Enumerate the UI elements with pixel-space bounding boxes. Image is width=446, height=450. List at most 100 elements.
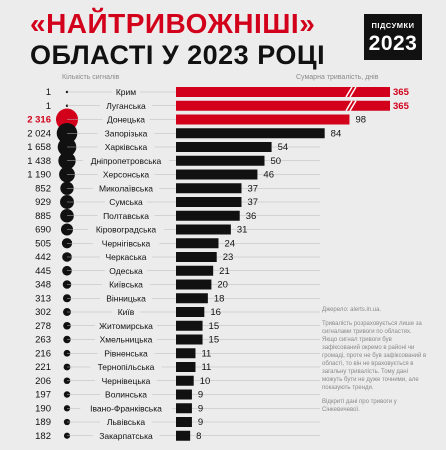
- signal-count-label: 1: [46, 87, 51, 98]
- duration-bar: [176, 238, 219, 249]
- region-name-label: Тернопільська: [98, 362, 155, 372]
- duration-bar: [176, 252, 217, 262]
- axis-break-mark: [349, 100, 357, 112]
- region-label-bg: [102, 114, 150, 125]
- duration-value-label: 84: [331, 128, 342, 139]
- duration-bar: [176, 279, 212, 290]
- duration-bar: [176, 320, 203, 331]
- region-label-bg: [104, 197, 148, 207]
- region-label-bg: [99, 417, 153, 427]
- duration-value-label: 9: [198, 417, 203, 428]
- title-line-1: «НАЙТРИВОЖНІШІ»: [30, 8, 316, 39]
- duration-bar: [176, 417, 192, 427]
- duration-value-label: 15: [209, 335, 220, 346]
- region-name-label: Закарпатська: [99, 431, 153, 441]
- axis-break-mark: [345, 100, 353, 112]
- duration-bar: [176, 210, 240, 221]
- region-label-bg: [112, 87, 140, 97]
- signal-count-label: 1 658: [27, 142, 51, 153]
- region-label-bg: [95, 320, 157, 331]
- region-label-bg: [112, 307, 140, 317]
- duration-value-label: 37: [247, 197, 258, 208]
- duration-value-label: 9: [198, 403, 203, 414]
- region-name-label: Волинська: [105, 390, 147, 400]
- duration-bar: [176, 169, 258, 180]
- duration-bar: [176, 403, 192, 414]
- region-label-bg: [95, 375, 157, 386]
- duration-value-label: 365: [393, 101, 410, 112]
- signal-count-label: 1: [46, 101, 51, 112]
- duration-value-label: 365: [393, 87, 410, 98]
- region-name-label: Чернігівська: [102, 238, 151, 248]
- region-label-bg: [87, 224, 165, 235]
- duration-value-label: 11: [201, 362, 211, 373]
- duration-value-label: 98: [355, 115, 366, 126]
- region-label-bg: [80, 403, 172, 414]
- note-open-data: Відкриті дані про тривоги у Сінкевичевої…: [322, 399, 397, 413]
- region-name-label: Київська: [109, 280, 143, 290]
- region-label-bg: [99, 252, 153, 262]
- signal-count-label: 2 024: [27, 128, 51, 139]
- region-name-label: Черкаська: [105, 252, 146, 262]
- duration-column-header: Сумарна тривалість, днів: [296, 74, 379, 81]
- region-label-bg: [92, 430, 160, 441]
- duration-bar: [176, 362, 196, 372]
- axis-break-mark: [349, 86, 357, 98]
- duration-value-label: 31: [237, 225, 248, 236]
- duration-value-label: 21: [219, 266, 230, 277]
- region-name-label: Одеська: [109, 266, 143, 276]
- region-label-bg: [99, 100, 153, 111]
- duration-value-label: 24: [224, 238, 235, 249]
- note-text: Тривалість розраховується лише за сигнал…: [322, 321, 427, 391]
- duration-value-label: 11: [201, 348, 211, 359]
- duration-value-label: 50: [271, 156, 282, 167]
- signal-count-label: 885: [35, 211, 51, 222]
- region-name-label: Запорізька: [105, 128, 148, 138]
- signal-count-label: 189: [35, 417, 51, 428]
- region-label-bg: [92, 238, 160, 249]
- duration-bar: [176, 389, 192, 400]
- duration-value-label: 46: [263, 170, 274, 181]
- region-name-label: Полтавська: [103, 211, 149, 221]
- region-name-label: Кіровоградська: [96, 225, 157, 235]
- duration-bar: [176, 348, 196, 359]
- duration-value-label: 18: [214, 293, 225, 304]
- region-name-label: Івано-Франківська: [90, 403, 162, 413]
- side-note: Джерело: alerts.in.ua. Тривалість розрах…: [322, 306, 427, 420]
- duration-bar: [176, 430, 191, 441]
- region-name-label: Житомирська: [99, 321, 153, 331]
- duration-bar: [176, 87, 390, 97]
- axis-break-mark: [345, 86, 353, 98]
- region-label-bg: [102, 279, 150, 290]
- duration-bar: [176, 375, 194, 386]
- region-name-label: Луганська: [106, 101, 146, 111]
- duration-value-label: 36: [246, 211, 257, 222]
- duration-value-label: 9: [198, 390, 203, 401]
- region-name-label: Херсонська: [103, 170, 149, 180]
- signal-count-label: 278: [35, 321, 51, 332]
- duration-value-label: 20: [217, 280, 228, 291]
- duration-bar: [176, 334, 203, 345]
- region-label-bg: [97, 169, 155, 180]
- duration-bar: [176, 307, 205, 317]
- region-name-label: Дніпропетровська: [91, 156, 162, 166]
- badge-label: ПІДСУМКИ: [371, 21, 415, 30]
- region-name-label: Харківська: [105, 142, 148, 152]
- signal-count-label: 221: [35, 362, 51, 373]
- region-name-label: Чернівецька: [102, 376, 151, 386]
- region-label-bg: [99, 293, 153, 304]
- duration-bar: [176, 100, 390, 111]
- signal-count-label: 445: [35, 266, 51, 277]
- region-name-label: Київ: [118, 307, 135, 317]
- region-name-label: Рівненська: [104, 348, 148, 358]
- signal-count-label: 442: [35, 252, 51, 263]
- region-label-bg: [90, 362, 162, 372]
- region-name-label: Миколаївська: [99, 183, 153, 193]
- signal-count-label: 302: [35, 307, 51, 318]
- region-label-bg: [95, 334, 157, 345]
- duration-bar: [176, 142, 272, 152]
- duration-value-label: 15: [209, 321, 220, 332]
- duration-bar: [176, 114, 350, 125]
- duration-bar: [176, 128, 325, 139]
- duration-value-label: 23: [223, 252, 234, 263]
